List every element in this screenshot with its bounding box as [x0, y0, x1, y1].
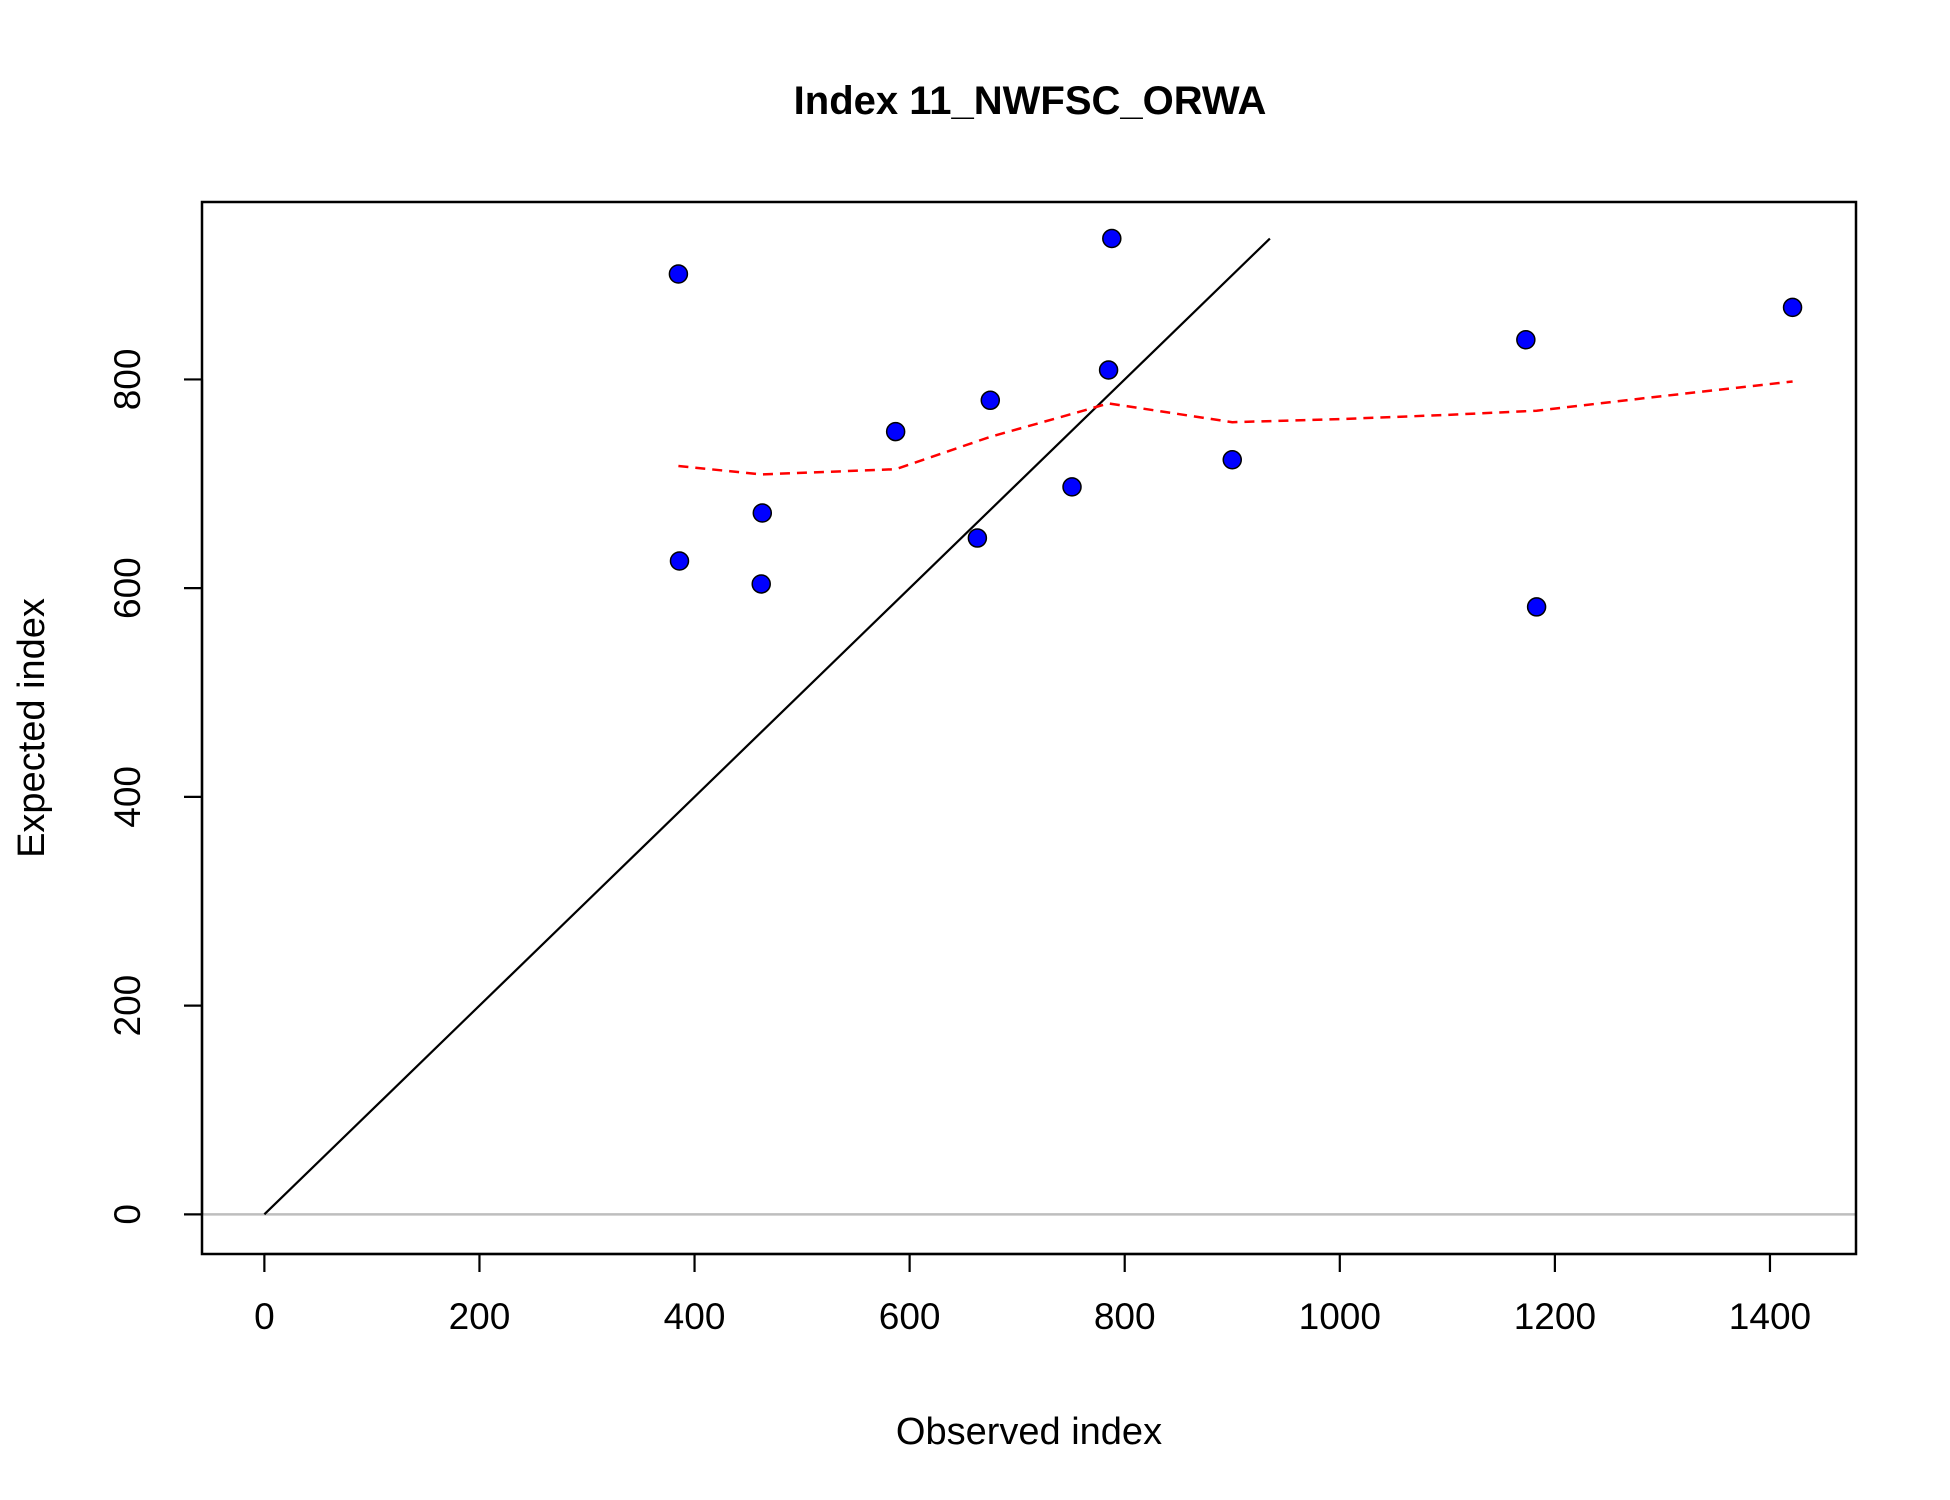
identity-line: [263, 237, 1271, 1216]
data-point: [1222, 450, 1243, 470]
chart-title: Index 11_NWFSC_ORWA: [794, 79, 1267, 123]
data-point: [980, 390, 1001, 411]
data-point: [668, 264, 689, 284]
x-tick-label: 600: [879, 1296, 941, 1337]
data-point: [885, 421, 906, 442]
data-point: [1062, 477, 1082, 497]
data-point: [1516, 330, 1536, 350]
data-point: [752, 503, 773, 523]
data-point: [967, 528, 988, 548]
x-tick-label: 1000: [1299, 1296, 1381, 1337]
y-tick-label: 600: [107, 557, 148, 619]
x-tick-label: 1200: [1514, 1296, 1596, 1337]
x-axis-label: Observed index: [896, 1411, 1162, 1453]
plot-frame: [200, 200, 1858, 1256]
data-point: [751, 574, 771, 594]
data-point: [669, 551, 690, 571]
y-tick-label: 200: [107, 975, 148, 1037]
data-point: [1098, 360, 1119, 380]
y-axis: 0 200 400 600 800: [107, 349, 204, 1225]
x-axis: 0 200 400 600 800 1000 1200 1400: [254, 1252, 1811, 1337]
data-point: [1102, 228, 1122, 249]
x-tick-label: 1400: [1729, 1296, 1811, 1337]
x-tick-label: 400: [664, 1296, 726, 1337]
y-tick-label: 400: [107, 766, 148, 828]
data-point: [1526, 597, 1547, 617]
y-tick-label: 800: [107, 349, 148, 411]
smoother-line: [678, 380, 1793, 476]
y-tick-label: 0: [107, 1204, 148, 1225]
x-tick-label: 800: [1094, 1296, 1156, 1337]
plot-area: [202, 228, 1856, 1216]
y-axis-label: Expected index: [11, 598, 53, 858]
x-tick-label: 0: [254, 1296, 275, 1337]
x-tick-label: 200: [449, 1296, 511, 1337]
data-point: [1782, 297, 1803, 318]
